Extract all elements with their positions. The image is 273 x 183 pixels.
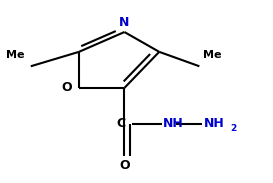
Text: Me: Me (203, 51, 222, 60)
Text: 2: 2 (230, 124, 236, 133)
Text: NH: NH (203, 117, 224, 130)
Text: O: O (62, 81, 72, 94)
Text: N: N (119, 16, 130, 29)
Text: Me: Me (5, 51, 24, 60)
Text: C: C (117, 117, 126, 130)
Text: O: O (119, 159, 130, 172)
Text: NH: NH (163, 117, 184, 130)
